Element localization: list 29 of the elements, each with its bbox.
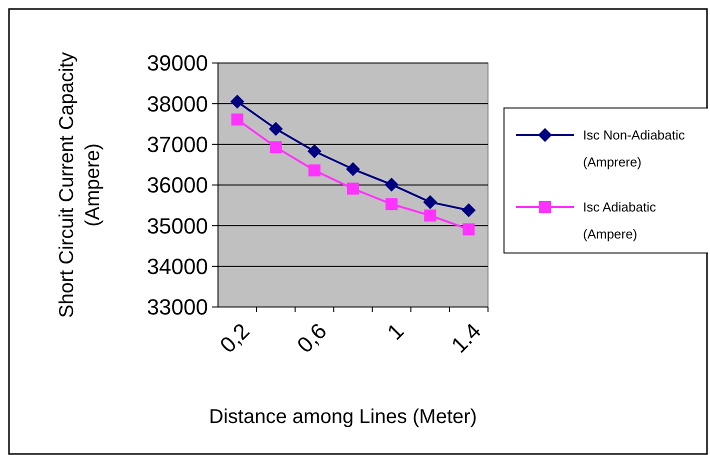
point: [462, 223, 475, 236]
y-axis-title: Short Circuit Current Capacity (Ampere): [56, 52, 104, 318]
point: [462, 203, 476, 218]
y-tick-label: 33000: [146, 294, 208, 320]
y-tick-label: 35000: [146, 213, 208, 238]
point: [386, 198, 398, 210]
x-tick-label: 0,6: [292, 318, 332, 358]
point: [346, 162, 360, 176]
point: [308, 164, 320, 176]
point: [230, 94, 244, 109]
point: [347, 182, 359, 195]
point: [231, 114, 244, 126]
point: [384, 178, 399, 192]
x-tick-label: 1.4: [446, 318, 486, 358]
point: [268, 122, 283, 136]
point: [270, 141, 282, 154]
legend-label: Isc Adiabatic (Ampere): [583, 200, 656, 242]
x-tick-label: 1: [382, 318, 409, 345]
y-tick-label: 39000: [146, 50, 208, 76]
point: [307, 144, 322, 158]
x-tick-label: 0,2: [214, 318, 254, 358]
y-tick-label: 36000: [146, 172, 208, 198]
x-axis-title: Distance among Lines (Meter): [209, 406, 477, 428]
point: [424, 210, 436, 222]
legend-label: Isc Non-Adiabatic (Amprere): [583, 128, 686, 170]
y-tick-label: 38000: [146, 91, 208, 116]
point: [423, 195, 438, 210]
y-tick-label: 34000: [146, 254, 208, 280]
y-tick-label: 37000: [146, 132, 208, 158]
